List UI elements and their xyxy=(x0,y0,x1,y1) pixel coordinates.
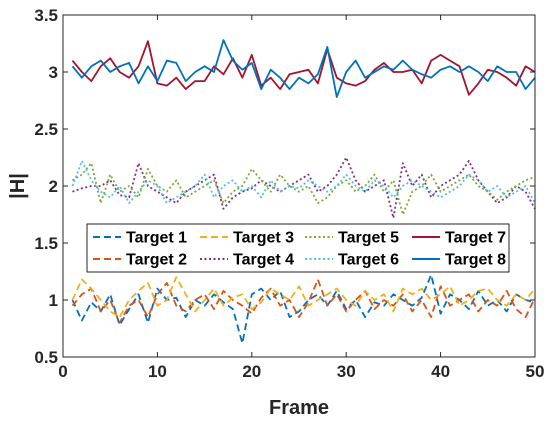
y-tick-label: 1.5 xyxy=(34,234,58,253)
y-tick-label: 3 xyxy=(49,63,58,82)
x-tick-label: 0 xyxy=(58,362,67,381)
series-line-6 xyxy=(71,160,536,205)
y-tick-label: 3.5 xyxy=(34,6,58,25)
y-tick-label: 2.5 xyxy=(34,120,58,139)
legend-label-6: Target 6 xyxy=(338,252,399,269)
legend-label-1: Target 1 xyxy=(126,230,187,247)
series-line-3 xyxy=(71,276,536,319)
x-axis-label: Frame xyxy=(269,397,329,419)
legend-label-5: Target 5 xyxy=(338,230,399,247)
legend: Target 1 Target 3 Target 5 Target 7 Target 2… xyxy=(86,223,510,273)
series-line-8 xyxy=(71,39,536,98)
x-tick-label: 30 xyxy=(337,362,356,381)
y-tick-label: 2 xyxy=(49,177,58,196)
y-axis-label: |H| xyxy=(7,173,29,199)
y-tick-label: 1 xyxy=(49,291,58,310)
y-tick-label: 0.5 xyxy=(34,348,58,367)
legend-label-2: Target 2 xyxy=(126,252,187,269)
legend-label-3: Target 3 xyxy=(233,230,294,247)
legend-label-8: Target 8 xyxy=(445,252,506,269)
series-line-7 xyxy=(71,40,536,96)
x-tick-label: 20 xyxy=(242,362,261,381)
legend-label-4: Target 4 xyxy=(233,252,294,269)
x-tick-label: 40 xyxy=(431,362,450,381)
series-line-4 xyxy=(72,156,536,219)
series-line-1 xyxy=(71,274,536,345)
x-tick-label: 10 xyxy=(148,362,167,381)
legend-label-7: Target 7 xyxy=(445,230,506,247)
legend-box xyxy=(86,223,510,273)
axis-ticks: 0 10 20 30 40 50 0.5 1 1.5 2 2.5 3 3.5 xyxy=(34,6,544,381)
plot-area xyxy=(71,39,536,345)
x-tick-label: 50 xyxy=(526,362,545,381)
